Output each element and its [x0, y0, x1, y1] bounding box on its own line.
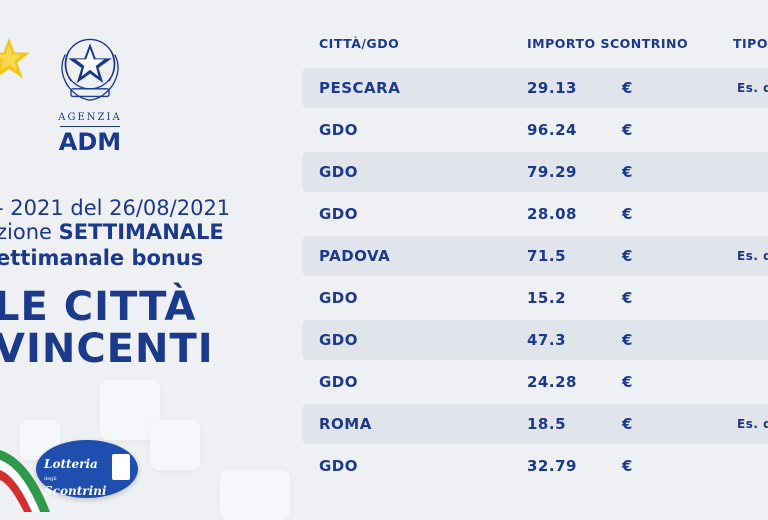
- cell-amount: 32.79: [527, 457, 577, 475]
- cell-currency: €: [622, 289, 633, 307]
- headline-line2: VINCENTI: [0, 326, 214, 372]
- cell-currency: €: [622, 247, 633, 265]
- background-square: [220, 470, 290, 520]
- draw-type-bold: SETTIMANALE: [58, 220, 224, 244]
- cell-type: Es. d: [737, 81, 768, 95]
- cell-amount: 28.08: [527, 205, 577, 223]
- draw-type-line: zione SETTIMANALE: [0, 220, 224, 244]
- cell-currency: €: [622, 415, 633, 433]
- draw-date-line: - 2021 del 26/08/2021: [0, 196, 231, 220]
- cell-currency: €: [622, 457, 633, 475]
- cell-type: Es. d: [737, 249, 768, 263]
- cell-type: Es. d: [737, 417, 768, 431]
- cell-currency: €: [622, 163, 633, 181]
- lottery-logo-line1: Lotteria: [44, 457, 98, 471]
- cell-city: GDO: [319, 289, 359, 307]
- cell-amount: 96.24: [527, 121, 577, 139]
- lottery-logo-small: degli: [44, 476, 57, 482]
- header-amount: IMPORTO SCONTRINO: [527, 36, 689, 51]
- cell-amount: 29.13: [527, 79, 577, 97]
- cell-currency: €: [622, 79, 633, 97]
- table-row: GDO 15.2 €: [302, 278, 768, 318]
- italian-flag-ribbon-icon: [0, 450, 50, 512]
- cell-city: GDO: [319, 121, 359, 139]
- table-row: PESCARA 29.13 € Es. d: [302, 68, 768, 108]
- cell-currency: €: [622, 205, 633, 223]
- cell-amount: 71.5: [527, 247, 567, 265]
- cell-amount: 24.28: [527, 373, 577, 391]
- cell-city: GDO: [319, 331, 359, 349]
- cell-city: GDO: [319, 163, 359, 181]
- agency-divider: [60, 126, 120, 127]
- table-row: GDO 32.79 €: [302, 446, 768, 486]
- headline-line1: LE CITTÀ: [0, 284, 197, 330]
- cell-city: GDO: [319, 457, 359, 475]
- header-city: CITTÀ/GDO: [319, 36, 400, 51]
- cell-currency: €: [622, 331, 633, 349]
- cell-currency: €: [622, 373, 633, 391]
- background-square: [150, 420, 200, 470]
- cell-city: ROMA: [319, 415, 372, 433]
- table-row: GDO 47.3 €: [302, 320, 768, 360]
- cell-currency: €: [622, 121, 633, 139]
- cell-city: GDO: [319, 205, 359, 223]
- cell-city: GDO: [319, 373, 359, 391]
- table-row: GDO 28.08 €: [302, 194, 768, 234]
- table-row: ROMA 18.5 € Es. d: [302, 404, 768, 444]
- cell-city: PESCARA: [319, 79, 401, 97]
- table-row: PADOVA 71.5 € Es. d: [302, 236, 768, 276]
- italian-republic-emblem-icon: [61, 38, 119, 101]
- table-row: GDO 24.28 €: [302, 362, 768, 402]
- agency-label: AGENZIA: [58, 112, 122, 123]
- header-type: TIPO: [733, 36, 768, 51]
- draw-type-prefix: zione: [0, 220, 59, 244]
- cell-amount: 18.5: [527, 415, 567, 433]
- cell-amount: 79.29: [527, 163, 577, 181]
- cell-amount: 47.3: [527, 331, 567, 349]
- lottery-logo-line2: Scontrini: [44, 484, 107, 498]
- star-icon: [0, 37, 31, 79]
- lottery-logo-text: Lotteria degli Scontrini: [44, 458, 114, 497]
- table-row: GDO 79.29 €: [302, 152, 768, 192]
- bonus-line: ettimanale bonus: [0, 246, 204, 270]
- table-row: GDO 96.24 €: [302, 110, 768, 150]
- cell-city: PADOVA: [319, 247, 391, 265]
- cell-amount: 15.2: [527, 289, 567, 307]
- ticket-icon: [112, 454, 130, 480]
- agency-name: ADM: [58, 128, 122, 156]
